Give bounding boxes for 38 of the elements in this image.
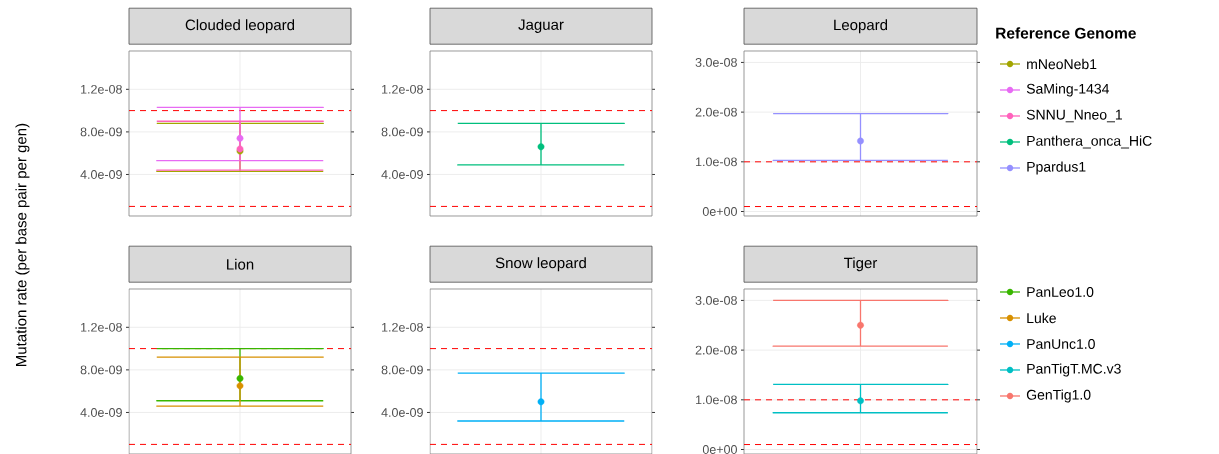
chart-title: Jaguar xyxy=(518,19,564,33)
legend-label: Ppardus1 xyxy=(1027,161,1086,175)
y-tick-label: 3.0e-08 xyxy=(695,58,737,67)
y-tick-label: 0e+00 xyxy=(702,445,737,454)
y-tick-label: 0e+00 xyxy=(702,207,737,216)
chart-title: Clouded leopard xyxy=(185,19,295,34)
y-tick-label: 4.0e-09 xyxy=(80,408,122,417)
y-tick-label: 2.0e-08 xyxy=(695,107,737,117)
legend-label: Luke xyxy=(1027,312,1056,324)
chart-title: Lion xyxy=(227,258,254,270)
y-tick-label: 2.0e-08 xyxy=(695,345,737,355)
y-tick-label: 1.0e-08 xyxy=(696,157,737,167)
y-tick-label: 1.0e-08 xyxy=(696,395,737,405)
legend-label: SaMing-1434 xyxy=(1026,83,1110,97)
legend-label: mNeoNeb1 xyxy=(1027,58,1097,70)
legend-label: PanTigT.MC.v3 xyxy=(1027,363,1121,377)
y-tick-label: 8.0e-09 xyxy=(381,365,423,375)
chart-title: Snow leopard xyxy=(495,257,586,272)
y-tick-label: 1.2e-08 xyxy=(81,84,122,94)
legend-label: Panthera_onca_HiC xyxy=(1027,135,1152,149)
y-axis-title: Mutation rate (per base pair per gen) xyxy=(15,123,30,366)
chart-title: Leopard xyxy=(834,19,888,34)
y-tick-label: 1.2e-08 xyxy=(382,322,423,332)
y-tick-label: 4.0e-09 xyxy=(381,408,423,417)
y-tick-label: 8.0e-09 xyxy=(80,365,122,375)
y-tick-label: 8.0e-09 xyxy=(80,127,122,137)
y-tick-label: 8.0e-09 xyxy=(381,127,423,137)
y-tick-label: 4.0e-09 xyxy=(381,170,423,179)
legend-title: Reference Genome xyxy=(996,27,1136,39)
legend-label: SNNU_Nneo_1 xyxy=(1026,109,1122,123)
legend-label: GenTig1.0 xyxy=(1026,389,1091,403)
chart-title: Tiger xyxy=(844,257,878,272)
y-tick-label: 1.2e-08 xyxy=(81,322,122,332)
y-tick-label: 1.2e-08 xyxy=(382,84,423,94)
y-tick-label: 3.0e-08 xyxy=(695,296,737,305)
legend-label: PanUnc1.0 xyxy=(1027,339,1095,349)
y-tick-label: 4.0e-09 xyxy=(80,170,122,179)
legend-label: PanLeo1.0 xyxy=(1027,287,1094,297)
